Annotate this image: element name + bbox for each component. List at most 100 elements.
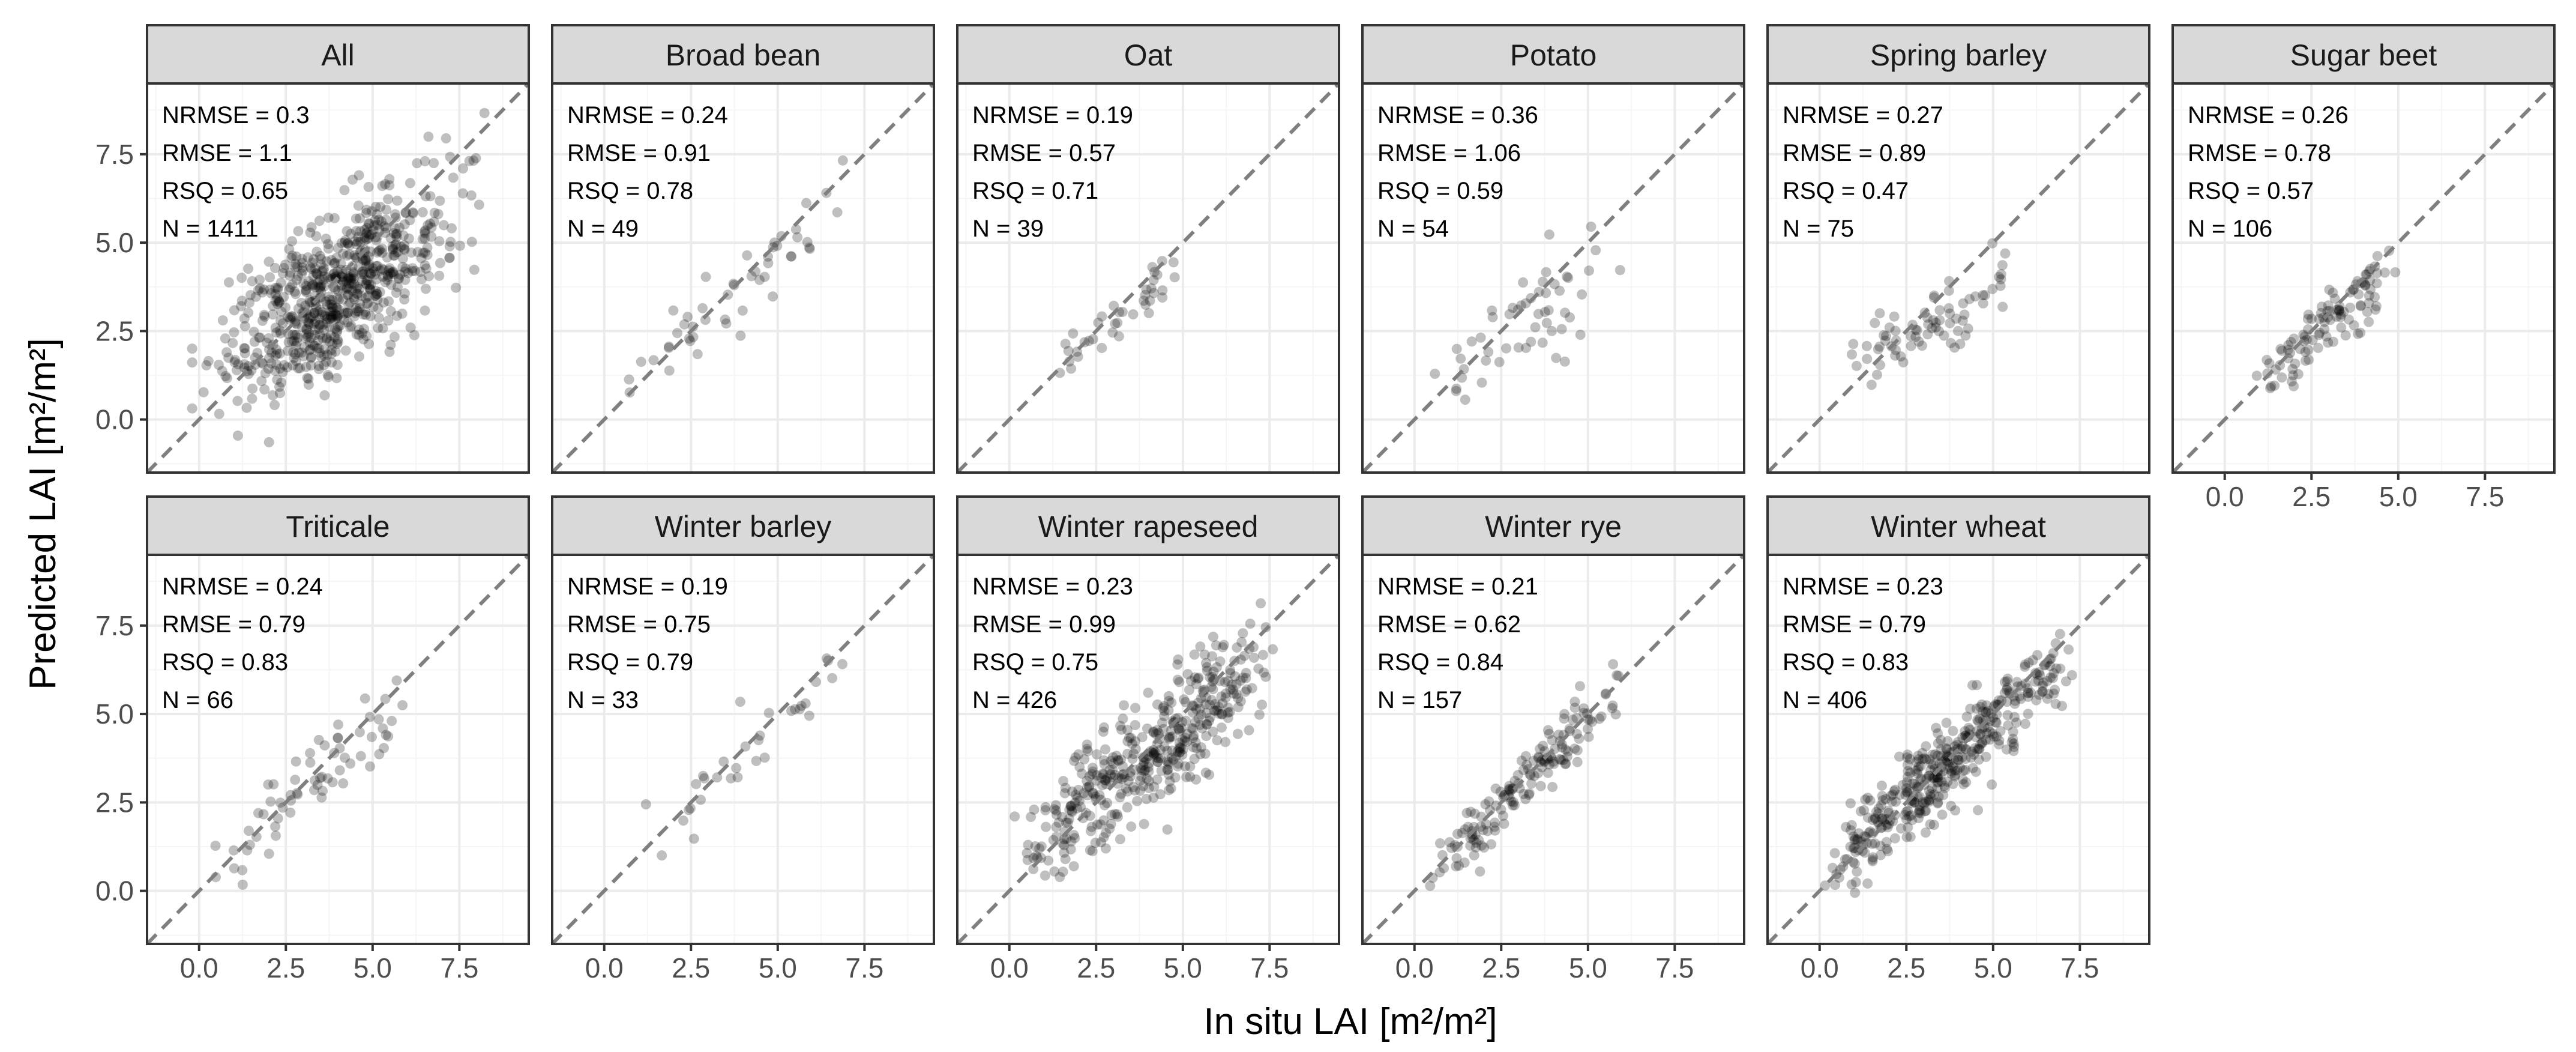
data-point: [372, 294, 383, 305]
data-point: [399, 244, 410, 255]
data-point: [1940, 782, 1950, 793]
data-point: [2026, 688, 2036, 698]
data-point: [2293, 369, 2304, 379]
data-point: [1912, 325, 1922, 336]
data-point: [1223, 676, 1233, 686]
data-point: [399, 288, 410, 299]
data-point: [1097, 769, 1108, 779]
data-point: [1459, 857, 1470, 868]
data-point: [1223, 703, 1233, 713]
data-point: [311, 343, 322, 354]
data-point: [254, 283, 265, 294]
data-point: [1060, 854, 1071, 865]
data-point: [1163, 757, 1174, 768]
data-point: [2057, 701, 2068, 712]
data-point: [319, 740, 330, 751]
data-point: [1835, 864, 1846, 875]
data-point: [363, 232, 374, 243]
data-point: [2360, 279, 2371, 290]
data-point: [1945, 762, 1955, 773]
data-point: [420, 260, 430, 271]
data-point: [236, 295, 247, 306]
data-point: [1172, 659, 1183, 670]
data-point: [1074, 761, 1085, 772]
data-point: [2030, 676, 2041, 687]
data-point: [1882, 822, 1893, 833]
data-point: [268, 301, 278, 311]
data-point: [1235, 676, 1246, 686]
data-point: [1145, 746, 1156, 757]
data-point: [2316, 307, 2326, 318]
data-point: [426, 222, 437, 233]
data-point: [1548, 756, 1559, 767]
data-point: [275, 797, 286, 808]
data-point: [359, 324, 370, 334]
data-point: [640, 799, 651, 809]
data-point: [444, 252, 455, 263]
data-point: [1959, 309, 1970, 320]
data-point: [405, 178, 415, 189]
data-point: [373, 714, 384, 725]
data-point: [272, 348, 283, 359]
data-point: [1610, 709, 1621, 720]
data-point: [385, 306, 396, 316]
data-point: [1143, 758, 1154, 769]
data-point: [2353, 289, 2364, 300]
data-point: [364, 279, 375, 290]
data-point: [1466, 336, 1477, 347]
data-point: [248, 327, 259, 337]
data-point: [344, 240, 355, 251]
data-point: [1204, 716, 1214, 727]
data-point: [1181, 736, 1192, 747]
data-point: [384, 346, 395, 357]
data-point: [420, 228, 430, 239]
data-point: [1188, 730, 1199, 741]
data-point: [393, 246, 403, 257]
data-point: [1211, 640, 1221, 651]
data-point: [289, 336, 299, 346]
stat-rmse: RMSE = 0.62: [1377, 611, 1521, 638]
data-point: [1113, 755, 1124, 766]
data-point: [786, 706, 796, 716]
data-point: [379, 221, 390, 232]
data-point: [2323, 300, 2334, 311]
data-point: [1538, 740, 1548, 751]
y-axis-title: Predicted LAI [m²/m²]: [22, 338, 64, 690]
data-point: [664, 341, 674, 352]
data-point: [721, 318, 732, 329]
one-to-one-line: [955, 82, 1341, 474]
data-point: [1901, 806, 1912, 817]
data-point: [301, 287, 311, 297]
x-tick-label: 7.5: [1655, 952, 1694, 984]
data-point: [1482, 826, 1493, 836]
data-point: [393, 274, 404, 285]
data-point: [322, 272, 333, 283]
data-point: [341, 276, 352, 286]
data-point: [1188, 723, 1198, 734]
data-point: [1118, 713, 1128, 724]
data-point: [1612, 670, 1622, 681]
data-point: [1556, 324, 1567, 334]
data-point: [305, 757, 316, 768]
data-point: [346, 278, 357, 289]
data-point: [1879, 330, 1889, 340]
data-point: [1949, 342, 1960, 353]
data-point: [1497, 811, 1508, 821]
data-point: [363, 181, 374, 192]
data-point: [1917, 340, 1927, 351]
data-point: [1115, 834, 1125, 845]
data-point: [1912, 764, 1923, 775]
data-point: [1101, 843, 1111, 854]
data-point: [1981, 735, 1991, 745]
data-point: [1444, 837, 1455, 847]
data-point: [229, 863, 239, 874]
data-point: [1933, 791, 1944, 802]
y-tick-label: 0.0: [95, 875, 134, 907]
data-point: [1982, 706, 1993, 716]
data-point: [233, 359, 244, 370]
data-point: [2283, 345, 2293, 355]
data-point: [2380, 267, 2390, 278]
data-point: [360, 306, 370, 317]
data-point: [1211, 706, 1221, 716]
data-point: [1873, 817, 1883, 827]
